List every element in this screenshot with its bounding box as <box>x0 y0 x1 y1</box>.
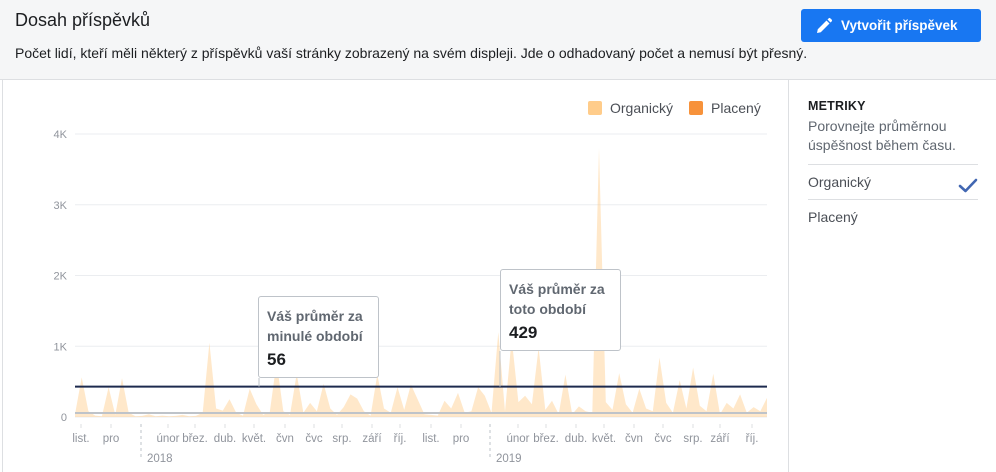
metric-label-organic: Organický <box>808 174 872 190</box>
x-tick-label: říj. <box>746 433 759 445</box>
x-tick-label: břez. <box>182 433 208 445</box>
create-post-button[interactable]: Vytvořit příspěvek <box>801 9 981 42</box>
y-tick-label: 3K <box>54 200 68 212</box>
create-post-label: Vytvořit příspěvek <box>841 18 958 33</box>
pencil-icon <box>815 17 833 35</box>
legend-item-paid[interactable]: Placený <box>689 100 761 116</box>
year-label: 2019 <box>496 453 522 465</box>
checkmark-icon <box>958 173 978 193</box>
y-tick-label: 0 <box>61 412 67 424</box>
page-subtitle: Počet lidí, kteří měli některý z příspěv… <box>15 45 808 61</box>
x-tick-label: pro <box>453 433 470 445</box>
x-tick-label: květ. <box>242 433 266 445</box>
metrics-panel: METRIKY Porovnejte průměrnou úspěšnost b… <box>808 99 978 234</box>
metric-item-paid[interactable]: Placený <box>808 199 978 234</box>
x-tick-label: dub. <box>214 433 236 445</box>
y-tick-label: 2K <box>54 271 68 283</box>
x-tick-label: únor <box>506 433 529 445</box>
x-tick-label: břez. <box>533 433 559 445</box>
x-tick-label: dub. <box>565 433 587 445</box>
x-tick-label: říj. <box>394 433 407 445</box>
x-tick-label: srp. <box>332 433 351 445</box>
metrics-heading: METRIKY <box>808 99 866 113</box>
previous-average-callout: Váš průměr za minulé období 56 <box>258 296 379 378</box>
x-tick-label: srp. <box>683 433 702 445</box>
current-average-callout: Váš průměr za toto období 429 <box>500 269 621 351</box>
metric-item-organic[interactable]: Organický <box>808 164 978 199</box>
x-tick-label: list. <box>72 433 89 445</box>
x-tick-label: čvc <box>305 433 323 445</box>
y-tick-label: 1K <box>54 341 68 353</box>
callout-current-line2: toto období <box>509 301 586 317</box>
callout-previous-value: 56 <box>267 350 286 369</box>
x-tick-label: září <box>362 433 382 445</box>
x-tick-label: čvn <box>625 433 643 445</box>
metric-label-paid: Placený <box>808 209 858 225</box>
x-tick-label: čvn <box>276 433 294 445</box>
legend-item-organic[interactable]: Organický <box>588 100 673 116</box>
page-header: Dosah příspěvků Počet lidí, kteří měli n… <box>0 0 996 80</box>
legend-label-organic: Organický <box>610 100 674 116</box>
legend-swatch-paid <box>689 101 704 115</box>
y-tick-label: 4K <box>54 129 68 141</box>
x-tick-label: září <box>710 433 730 445</box>
x-tick-label: list. <box>422 433 439 445</box>
x-tick-label: únor <box>156 433 179 445</box>
callout-previous-line2: minulé období <box>267 328 363 344</box>
page-title: Dosah příspěvků <box>15 10 151 30</box>
chart-panel <box>2 80 789 472</box>
legend-swatch-organic <box>588 101 602 115</box>
x-tick-label: pro <box>103 433 120 445</box>
year-label: 2018 <box>147 453 173 465</box>
x-tick-label: květ. <box>592 433 616 445</box>
x-tick-label: čvc <box>654 433 672 445</box>
series-organic-area <box>75 148 767 417</box>
legend-label-paid: Placený <box>711 100 761 116</box>
callout-current-line1: Váš průměr za <box>509 281 605 297</box>
chart-legend: Organický Placený <box>588 100 761 116</box>
callout-previous-line1: Váš průměr za <box>267 308 363 324</box>
callout-current-value: 429 <box>509 323 538 342</box>
metrics-description: Porovnejte průměrnou úspěšnost během čas… <box>808 118 956 153</box>
